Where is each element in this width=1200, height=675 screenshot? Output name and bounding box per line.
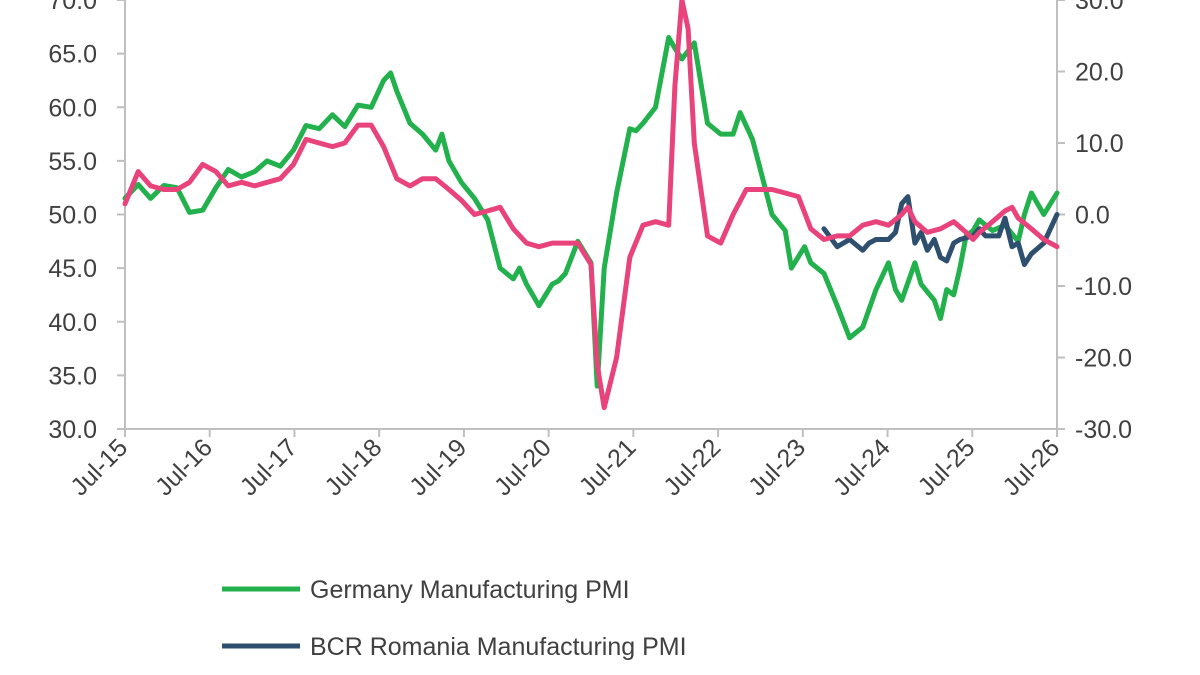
- x-tick-label: Jul-19: [404, 433, 472, 501]
- axes-group: 30.0 35.0 40.0 45.0 50.0 55.0 60.0 65.0 70.0 -30.…: [48, 0, 1132, 501]
- left-y-tick-label: 30.0: [48, 416, 97, 444]
- x-tick-label: Jul-20: [489, 433, 557, 501]
- x-tick-label: Jul-26: [997, 433, 1065, 501]
- x-tick-label: Jul-17: [235, 433, 303, 501]
- right-y-tick-label: 20.0: [1075, 59, 1124, 87]
- series-line-1: [821, 194, 1060, 267]
- left-y-tick-label: 45.0: [48, 255, 97, 283]
- left-y-tick-label: 65.0: [48, 41, 97, 69]
- x-tick-label: Jul-23: [743, 433, 811, 501]
- x-tick-label: Jul-25: [913, 433, 981, 501]
- x-tick-label: Jul-21: [574, 433, 642, 501]
- x-tick-label: Jul-16: [150, 433, 218, 501]
- right-y-tick-label: -20.0: [1075, 345, 1132, 373]
- right-y-tick-label: 0.0: [1075, 202, 1110, 230]
- x-tick-label: Jul-22: [658, 433, 726, 501]
- series-lines-group: [122, 0, 1060, 411]
- left-y-tick-label: 55.0: [48, 148, 97, 176]
- series-line-0: [122, 35, 1060, 389]
- legend-label-romania: BCR Romania Manufacturing PMI: [310, 633, 687, 661]
- x-tick-label: Jul-24: [828, 433, 896, 501]
- series-line-2: [122, 0, 1060, 411]
- left-y-tick-label: 35.0: [48, 362, 97, 390]
- left-y-tick-label: 70.0: [48, 0, 97, 15]
- legend: Germany Manufacturing PMI BCR Romania Ma…: [222, 576, 687, 661]
- legend-label-germany: Germany Manufacturing PMI: [310, 576, 630, 604]
- left-y-tick-label: 40.0: [48, 309, 97, 337]
- right-y-tick-label: 30.0: [1075, 0, 1124, 15]
- left-y-tick-label: 60.0: [48, 94, 97, 122]
- right-y-tick-label: -30.0: [1075, 416, 1132, 444]
- right-y-tick-label: 10.0: [1075, 130, 1124, 158]
- left-y-tick-label: 50.0: [48, 202, 97, 230]
- right-y-tick-label: -10.0: [1075, 273, 1132, 301]
- x-tick-label: Jul-18: [319, 433, 387, 501]
